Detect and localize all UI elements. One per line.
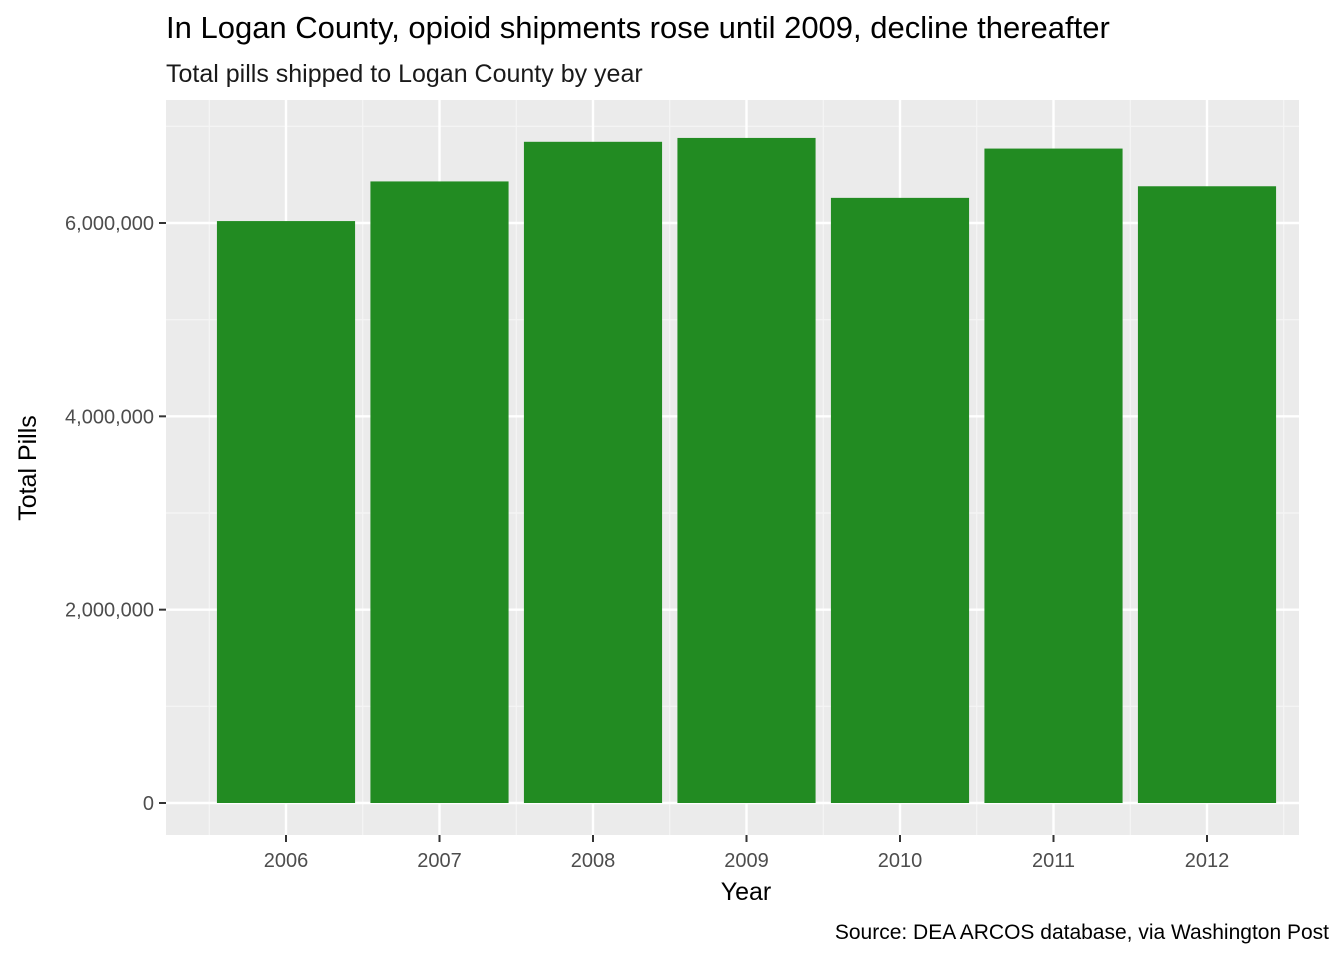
bar-2006 <box>216 221 356 804</box>
chart-subtitle: Total pills shipped to Logan County by y… <box>166 60 643 88</box>
x-tick-label: 2006 <box>264 850 309 872</box>
chart-title: In Logan County, opioid shipments rose u… <box>166 10 1110 45</box>
y-tick-label: 4,000,000 <box>65 406 154 428</box>
source-caption: Source: DEA ARCOS database, via Washingt… <box>834 921 1329 944</box>
x-tick-label: 2010 <box>878 850 923 872</box>
y-tick-label: 6,000,000 <box>65 213 154 235</box>
x-tick-label: 2007 <box>417 850 462 872</box>
y-axis: 0 2,000,000 4,000,000 6,000,000 <box>65 213 166 815</box>
bar-2010 <box>830 197 970 803</box>
x-tick-label: 2008 <box>571 850 616 872</box>
x-axis-title: Year <box>721 878 772 906</box>
bar-2011 <box>984 148 1123 804</box>
y-tick-label: 2,000,000 <box>65 600 154 622</box>
bars <box>216 137 1277 804</box>
x-tick-label: 2012 <box>1185 850 1230 872</box>
bar-2007 <box>370 181 509 803</box>
y-tick-label: 0 <box>143 793 154 815</box>
bar-2009 <box>677 137 816 803</box>
x-axis: 2006 2007 2008 2009 2010 2011 2012 <box>264 835 1230 872</box>
bar-2012 <box>1137 186 1277 803</box>
y-axis-title: Total Pills <box>14 415 42 521</box>
x-tick-label: 2009 <box>724 850 769 872</box>
x-tick-label: 2011 <box>1032 850 1075 872</box>
bar-2008 <box>523 141 663 804</box>
